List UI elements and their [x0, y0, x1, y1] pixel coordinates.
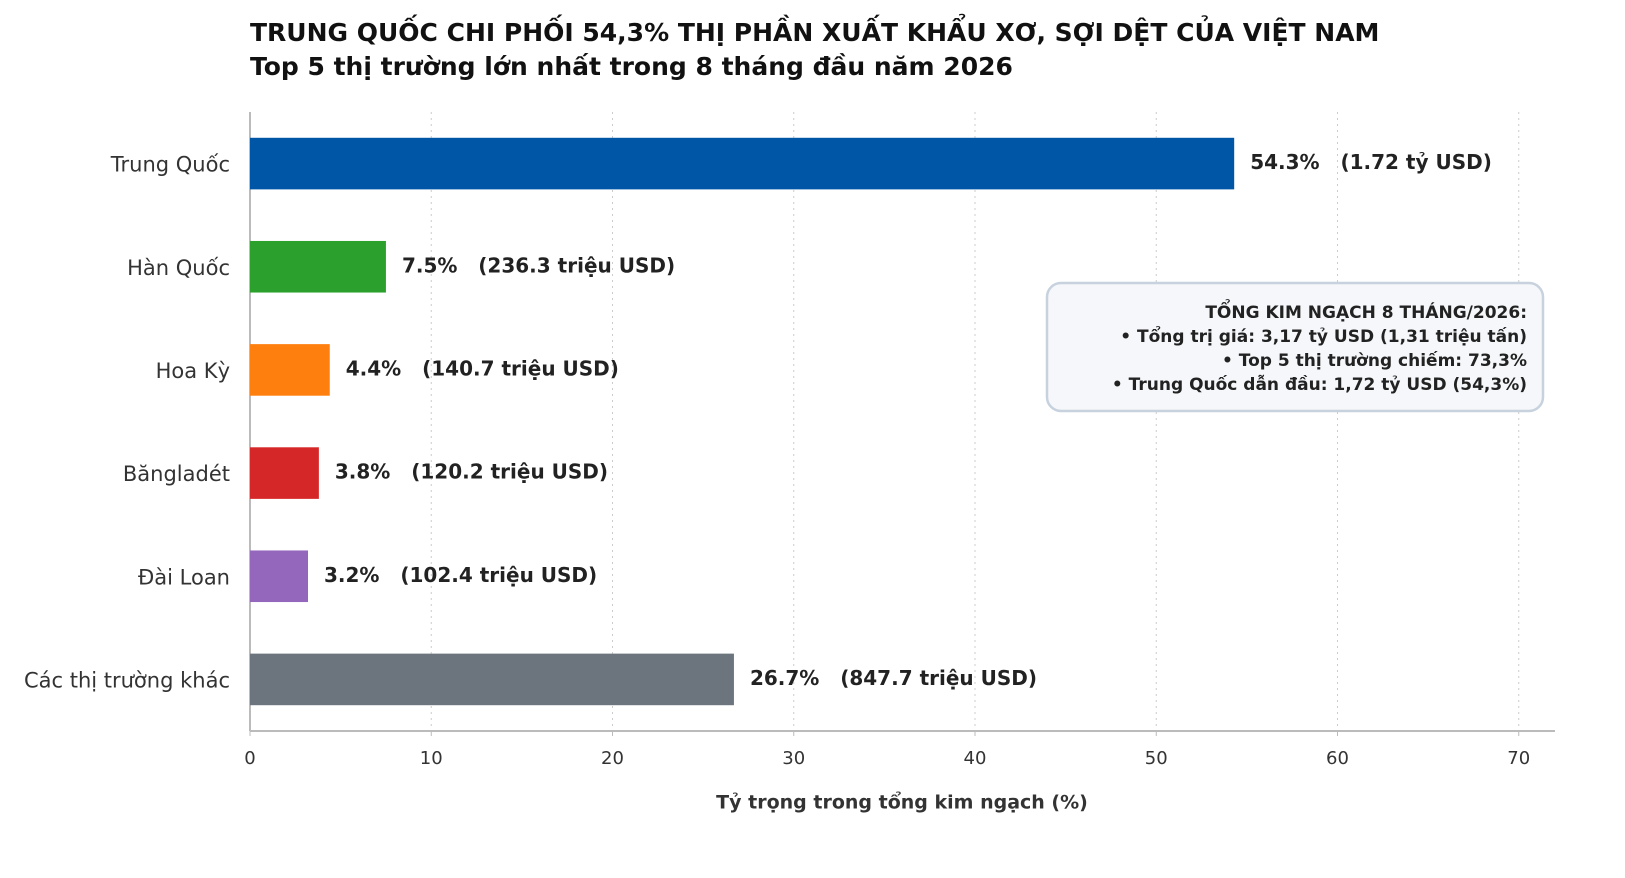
y-tick-label: Băngladét [123, 462, 230, 486]
x-tick-label: 10 [420, 748, 443, 769]
chart-subtitle: Top 5 thị trường lớn nhất trong 8 tháng … [250, 52, 1013, 81]
annotation-line: • Tổng trị giá: 3,17 tỷ USD (1,31 triệu … [1120, 325, 1527, 347]
y-tick-label: Đài Loan [138, 565, 230, 589]
y-tick-label: Các thị trường khác [24, 668, 230, 692]
bar [250, 550, 308, 603]
x-tick-label: 60 [1326, 748, 1349, 769]
annotation-line: • Trung Quốc dẫn đầu: 1,72 tỷ USD (54,3%… [1112, 373, 1527, 395]
x-tick-label: 50 [1145, 748, 1168, 769]
bar [250, 344, 330, 396]
x-axis-label: Tỷ trọng trong tổng kim ngạch (%) [716, 791, 1088, 814]
bar [250, 240, 386, 293]
annotation-box: TỔNG KIM NGẠCH 8 THÁNG/2026:• Tổng trị g… [1045, 281, 1545, 413]
annotation-frame [1045, 281, 1545, 413]
x-tick-label: 70 [1507, 748, 1530, 769]
annotation-line: TỔNG KIM NGẠCH 8 THÁNG/2026: [1205, 298, 1527, 323]
y-tick-label: Hoa Kỳ [156, 359, 230, 383]
x-tick-label: 30 [782, 748, 805, 769]
chart-title: TRUNG QUỐC CHI PHỐI 54,3% THỊ PHẦN XUẤT … [250, 13, 1379, 47]
value-label: 4.4% (140.7 triệu USD) [346, 356, 619, 380]
x-tick-label: 40 [964, 748, 987, 769]
annotation-line: • Top 5 thị trường chiếm: 73,3% [1222, 350, 1527, 371]
bar [250, 447, 319, 499]
x-tick-label: 0 [244, 748, 255, 769]
value-label: 3.2% (102.4 triệu USD) [324, 563, 597, 587]
value-label: 54.3% (1.72 tỷ USD) [1250, 150, 1492, 174]
value-label: 26.7% (847.7 triệu USD) [750, 666, 1037, 690]
y-tick-label: Hàn Quốc [127, 256, 230, 280]
value-label: 7.5% (236.3 triệu USD) [402, 253, 675, 277]
y-tick-label: Trung Quốc [110, 153, 230, 177]
bar [250, 653, 734, 706]
value-label: 3.8% (120.2 triệu USD) [335, 460, 608, 484]
bar [250, 137, 1235, 190]
x-tick-label: 20 [601, 748, 624, 769]
